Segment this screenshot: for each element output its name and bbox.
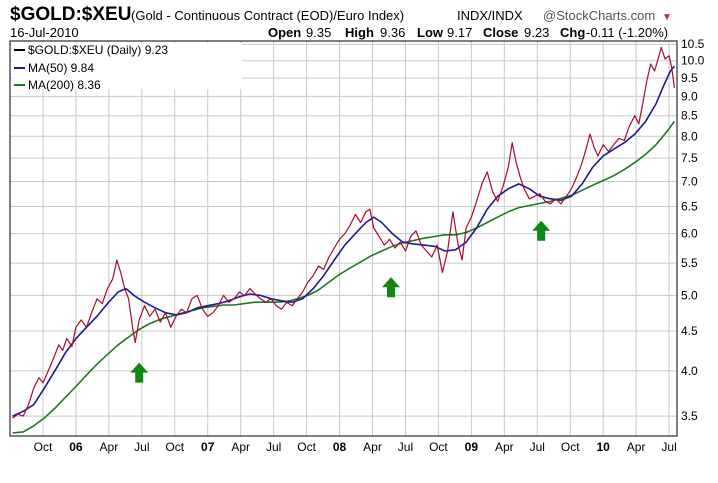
low-value: 9.17 (447, 25, 472, 40)
legend: $GOLD:$XEU (Daily) 9.23 MA(50) 9.84 MA(2… (12, 43, 242, 92)
open-label: Open (268, 25, 301, 40)
x-tick-label: Oct (165, 440, 184, 454)
x-tick-label: Jul (134, 440, 149, 454)
chg-value: -0.11 (-1.20%) (586, 25, 668, 40)
x-tick-label: Apr (100, 440, 119, 454)
x-tick-label: 08 (333, 440, 347, 454)
price-line (12, 46, 675, 419)
x-tick-label: 10 (597, 440, 611, 454)
x-tick-label: Apr (495, 440, 514, 454)
open-value: 9.35 (306, 25, 331, 40)
x-axis: Oct 06 Apr Jul Oct 07 Apr Jul Oct 08 Apr Jul Oct 09 Ap… (34, 440, 677, 454)
chart-symbol: $GOLD:$XEU (10, 4, 131, 25)
y-tick-label: 9.0 (681, 89, 698, 103)
y-tick-label: 8.0 (681, 129, 698, 143)
x-tick-label: 07 (201, 440, 215, 454)
up-arrow-icon (130, 362, 149, 383)
y-tick-label: 6.5 (681, 200, 698, 214)
x-tick-label: Jul (530, 440, 545, 454)
legend-price: $GOLD:$XEU (Daily) 9.23 (28, 43, 168, 57)
series-layer (12, 46, 676, 434)
plot-frame (9, 40, 678, 437)
chg-label: Chg (560, 25, 585, 40)
ma50-line (12, 65, 676, 417)
y-tick-label: 8.5 (681, 109, 698, 123)
x-tick-label: Jul (398, 440, 413, 454)
grid-layer (10, 41, 677, 436)
high-label: High (345, 25, 374, 40)
x-tick-label: Apr (363, 440, 382, 454)
arrow-layer (130, 220, 551, 383)
chart-description: (Gold - Continuous Contract (EOD)/Euro I… (131, 8, 404, 23)
x-tick-label: Jul (266, 440, 281, 454)
y-tick-label: 7.0 (681, 174, 698, 188)
close-value: 9.23 (524, 25, 549, 40)
y-tick-label: 5.5 (681, 256, 698, 270)
y-tick-label: 3.5 (681, 409, 698, 423)
x-tick-label: 09 (465, 440, 479, 454)
legend-ma200: MA(200) 8.36 (28, 78, 101, 92)
low-label: Low (417, 25, 444, 40)
x-tick-label: 06 (69, 440, 83, 454)
chart-exchange: INDX/INDX (457, 8, 523, 23)
y-tick-label: 4.5 (681, 324, 698, 338)
y-tick-label: 10.0 (681, 54, 705, 68)
high-value: 9.36 (380, 25, 405, 40)
y-tick-label: 9.5 (681, 71, 698, 85)
y-tick-label: 6.0 (681, 227, 698, 241)
ma200-line (12, 120, 676, 434)
y-tick-label: 5.0 (681, 288, 698, 302)
x-tick-label: Oct (297, 440, 316, 454)
chevron-down-icon[interactable]: ▼ (662, 12, 672, 23)
y-tick-label: 7.5 (681, 151, 698, 165)
legend-background (12, 43, 242, 89)
y-tick-label: 10.5 (681, 37, 705, 51)
x-tick-label: Oct (34, 440, 53, 454)
stockcharts-logo: @StockCharts.com (543, 8, 655, 23)
x-tick-label: Jul (661, 440, 676, 454)
up-arrow-icon (382, 277, 400, 298)
x-tick-label: Apr (627, 440, 646, 454)
close-label: Close (483, 25, 518, 40)
x-tick-label: Apr (231, 440, 250, 454)
chart-date: 16-Jul-2010 (10, 25, 79, 40)
y-tick-label: 4.0 (681, 364, 698, 378)
x-tick-label: Oct (429, 440, 448, 454)
up-arrow-icon (532, 220, 551, 241)
legend-ma50: MA(50) 9.84 (28, 61, 94, 75)
y-axis: 3.5 4.0 4.5 5.0 5.5 6.0 6.5 7.0 7.5 8.0 8.5 9.0 9.5 1… (681, 37, 705, 423)
x-tick-label: Oct (561, 440, 580, 454)
